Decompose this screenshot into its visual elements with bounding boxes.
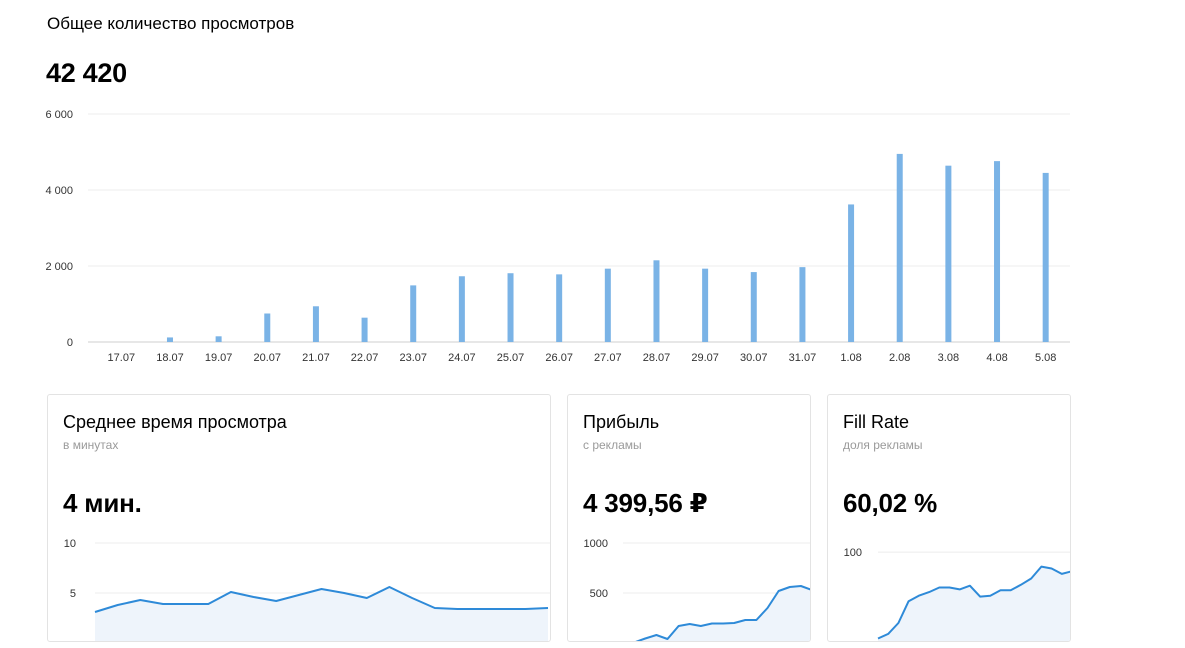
y-tick-label: 100 (844, 547, 862, 559)
card-title: Прибыль (583, 412, 660, 432)
bar (361, 317, 368, 342)
bar (702, 268, 709, 342)
x-tick-label: 22.07 (351, 352, 379, 364)
card-value: 4 399,56 ₽ (583, 488, 708, 518)
card-title: Среднее время просмотра (63, 412, 287, 432)
x-tick-label: 5.08 (1035, 352, 1056, 364)
fill-rate-chart: 100 (844, 547, 1070, 641)
card-subtitle: в минутах (63, 438, 119, 452)
x-tick-label: 18.07 (156, 352, 184, 364)
bar (410, 285, 417, 342)
x-tick-label: 30.07 (740, 352, 768, 364)
avg-watch-time-card[interactable]: Среднее время просмотра в минутах 4 мин.… (47, 394, 551, 642)
bar (215, 336, 222, 342)
bar (945, 165, 952, 342)
card-title: Fill Rate (843, 412, 910, 432)
y-tick-label: 1000 (584, 538, 608, 550)
x-tick-label: 27.07 (594, 352, 622, 364)
x-tick-label: 29.07 (691, 352, 719, 364)
series-line (94, 586, 549, 613)
bar (750, 272, 757, 342)
card-value: 4 мин. (63, 488, 142, 518)
series-line (877, 565, 1070, 640)
y-tick-label: 2 000 (45, 261, 73, 273)
bar (1042, 172, 1049, 342)
bar (896, 153, 903, 342)
x-tick-label: 21.07 (302, 352, 330, 364)
x-tick-label: 25.07 (497, 352, 525, 364)
profit-card[interactable]: Прибыль с рекламы 4 399,56 ₽ 500 1000 (567, 394, 811, 642)
fill-rate-card[interactable]: Fill Rate доля рекламы 60,02 % 100 (827, 394, 1071, 642)
card-subtitle: с рекламы (583, 438, 642, 452)
card-subtitle: доля рекламы (843, 438, 923, 452)
y-tick-label: 4 000 (45, 185, 73, 197)
x-tick-label: 24.07 (448, 352, 476, 364)
bar (458, 276, 465, 342)
x-tick-label: 3.08 (938, 352, 959, 364)
bar (848, 204, 855, 342)
x-tick-label: 28.07 (643, 352, 671, 364)
bar (653, 260, 660, 342)
x-tick-label: 19.07 (205, 352, 233, 364)
bar (166, 337, 173, 342)
bar (312, 306, 319, 342)
y-tick-label: 0 (67, 337, 73, 349)
bar (994, 161, 1001, 342)
bar (799, 267, 806, 342)
y-tick-label: 5 (70, 588, 76, 600)
x-tick-label: 31.07 (789, 352, 817, 364)
bar (264, 313, 271, 342)
y-tick-label: 10 (64, 538, 76, 550)
x-tick-label: 1.08 (840, 352, 861, 364)
x-tick-label: 17.07 (108, 352, 136, 364)
bar (556, 274, 563, 342)
bar (604, 268, 611, 342)
profit-chart: 500 1000 (584, 538, 810, 641)
y-tick-label: 500 (590, 588, 608, 600)
x-tick-label: 26.07 (545, 352, 573, 364)
x-tick-label: 2.08 (889, 352, 910, 364)
total-views-value: 42 420 (46, 58, 127, 88)
series-line (635, 585, 810, 641)
x-tick-label: 23.07 (399, 352, 427, 364)
avg-watch-time-chart: 5 10 (64, 538, 550, 641)
y-tick-label: 6 000 (45, 109, 73, 121)
area-fill (95, 587, 548, 641)
card-value: 60,02 % (843, 488, 938, 518)
bar (507, 273, 514, 342)
page-title: Общее количество просмотров (47, 14, 295, 33)
x-tick-label: 20.07 (254, 352, 282, 364)
views-bar-chart: 0 2 000 4 000 6 000 17.07 18.07 19.07 20.07 21.0… (45, 109, 1070, 364)
area-fill (638, 586, 810, 641)
x-tick-label: 4.08 (986, 352, 1007, 364)
